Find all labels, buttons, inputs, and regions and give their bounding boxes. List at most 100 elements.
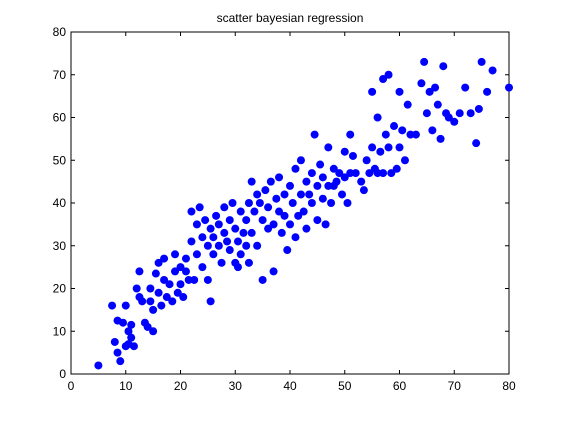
data-points xyxy=(94,57,513,370)
data-point xyxy=(149,305,158,314)
data-point xyxy=(474,104,483,113)
data-point xyxy=(157,301,166,310)
data-point xyxy=(425,87,434,96)
data-point xyxy=(340,147,349,156)
data-point xyxy=(420,57,429,66)
data-point xyxy=(351,169,360,178)
data-point xyxy=(116,357,125,366)
data-point xyxy=(198,233,207,242)
data-point xyxy=(214,241,223,250)
data-point xyxy=(171,267,180,276)
data-point xyxy=(272,194,281,203)
data-point xyxy=(160,275,169,284)
data-point xyxy=(187,207,196,216)
data-point xyxy=(390,122,399,131)
data-point xyxy=(132,284,141,293)
data-point xyxy=(179,293,188,302)
data-point xyxy=(181,267,190,276)
data-point xyxy=(195,203,204,212)
data-point xyxy=(332,177,341,186)
data-point xyxy=(206,297,215,306)
data-point xyxy=(242,241,251,250)
data-point xyxy=(280,190,289,199)
data-point xyxy=(127,320,136,329)
data-point xyxy=(192,220,201,229)
x-tick-label: 80 xyxy=(502,379,516,393)
data-point xyxy=(264,224,273,233)
data-point xyxy=(192,250,201,259)
data-point xyxy=(422,109,431,118)
data-point xyxy=(236,207,245,216)
data-point xyxy=(395,87,404,96)
data-point xyxy=(244,199,253,207)
data-point xyxy=(121,301,130,310)
data-point xyxy=(392,164,401,173)
data-point xyxy=(253,241,262,250)
data-point xyxy=(313,216,322,225)
data-point xyxy=(384,70,393,79)
data-point xyxy=(266,177,275,186)
data-point xyxy=(154,258,163,267)
data-point xyxy=(176,263,185,272)
data-point xyxy=(505,83,513,92)
data-point xyxy=(187,237,196,246)
data-point xyxy=(201,216,210,225)
data-point xyxy=(395,143,404,152)
data-point xyxy=(253,190,262,199)
data-point xyxy=(203,275,212,284)
data-point xyxy=(466,109,475,118)
data-point xyxy=(225,246,234,255)
data-point xyxy=(258,275,267,284)
data-point xyxy=(165,280,174,289)
data-point xyxy=(269,267,278,276)
data-point xyxy=(209,233,218,242)
x-tick-label: 10 xyxy=(119,379,133,393)
axes: 0 10 20 30 40 50 60 70 80 0 10 20 30 40 50 60 70 80 xyxy=(53,25,516,393)
data-point xyxy=(223,237,232,246)
data-point xyxy=(450,117,459,126)
data-point xyxy=(149,327,158,336)
data-point xyxy=(154,288,163,297)
data-point xyxy=(348,151,357,160)
data-point xyxy=(135,267,144,276)
data-point xyxy=(444,113,453,122)
data-point xyxy=(255,199,264,207)
data-point xyxy=(171,250,180,259)
data-point xyxy=(477,57,486,66)
data-point xyxy=(368,143,377,152)
data-point xyxy=(176,280,185,289)
data-point xyxy=(146,284,155,293)
y-tick-label: 60 xyxy=(53,111,67,125)
data-point xyxy=(403,100,412,109)
data-point xyxy=(244,258,253,267)
data-point xyxy=(428,126,437,135)
data-point xyxy=(379,169,388,178)
y-tick-label: 10 xyxy=(53,324,67,338)
data-point xyxy=(247,177,256,186)
data-point xyxy=(286,181,294,190)
x-tick-label: 40 xyxy=(283,379,297,393)
y-tick-label: 50 xyxy=(53,153,67,167)
data-point xyxy=(184,275,193,284)
data-point xyxy=(455,109,464,118)
data-point xyxy=(324,181,333,190)
data-point xyxy=(209,250,218,259)
data-point xyxy=(488,66,497,75)
data-point xyxy=(411,130,420,139)
data-point xyxy=(108,301,117,310)
data-point xyxy=(198,263,207,272)
data-point xyxy=(129,342,138,351)
chart-title: scatter bayesian regression xyxy=(217,11,364,25)
data-point xyxy=(313,181,322,190)
data-point xyxy=(181,254,190,263)
data-point xyxy=(302,177,311,186)
y-tick-label: 40 xyxy=(53,196,67,210)
data-point xyxy=(439,62,448,71)
data-point xyxy=(220,228,229,237)
y-tick-label: 30 xyxy=(53,239,67,253)
data-point xyxy=(436,134,445,143)
data-point xyxy=(236,250,245,259)
data-point xyxy=(431,83,440,92)
data-point xyxy=(346,130,355,139)
